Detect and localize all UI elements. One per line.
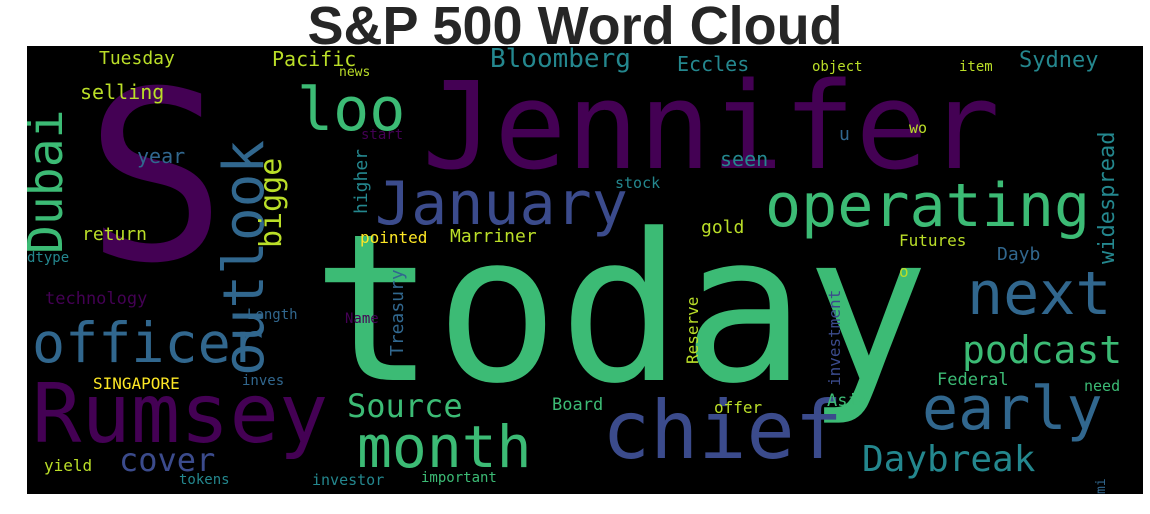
cloud-word: Treasury <box>387 269 408 356</box>
cloud-word: officer <box>32 311 264 375</box>
cloud-word: tokens <box>179 472 230 488</box>
cloud-word: start <box>361 127 404 143</box>
cloud-word: Tuesday <box>99 48 175 69</box>
cloud-word: investment <box>825 289 844 386</box>
cloud-word: operating <box>765 171 1091 241</box>
cloud-word: Pacific <box>272 47 357 71</box>
cloud-word: important <box>421 470 497 486</box>
cloud-word: loo <box>297 75 406 145</box>
cloud-word: Rumsey <box>32 367 329 462</box>
cloud-word: Sydney <box>1019 48 1099 73</box>
cloud-word: need <box>1084 377 1121 395</box>
cloud-word: bigge <box>254 157 289 248</box>
cloud-word: Daybreak <box>862 439 1036 480</box>
cloud-word: pointed <box>360 228 428 247</box>
cloud-word: early <box>922 374 1103 444</box>
cloud-word: Name <box>345 311 379 327</box>
cloud-word: yield <box>44 456 93 475</box>
cloud-word: Bloomberg <box>490 46 631 74</box>
cloud-word: SINGAPORE <box>93 374 180 393</box>
cloud-word: wo <box>909 119 928 137</box>
cloud-word: Length <box>247 307 298 323</box>
cloud-word: offer <box>714 398 763 417</box>
cloud-word: Marriner <box>450 226 537 247</box>
cloud-word: chief <box>602 384 843 477</box>
cloud-word: inves <box>242 373 285 389</box>
cloud-word: Board <box>552 395 604 415</box>
cloud-word: Asia <box>827 391 868 411</box>
cloud-word: Futures <box>899 231 967 250</box>
cloud-word: Federal <box>937 370 1009 390</box>
cloud-word: January <box>375 169 628 239</box>
cloud-word: mi <box>1094 478 1109 494</box>
cloud-word: o <box>899 262 909 281</box>
cloud-word: item <box>959 59 993 75</box>
cloud-word: seen <box>720 147 769 171</box>
cloud-word: stock <box>615 174 661 192</box>
cloud-word: podcast <box>962 328 1123 372</box>
cloud-word: selling <box>80 80 165 104</box>
cloud-word: Reserve <box>683 296 702 364</box>
cloud-word: Dubai <box>27 109 74 255</box>
cloud-word: investor <box>312 471 385 489</box>
cloud-word: Jennifer <box>422 58 1000 197</box>
cloud-word: next <box>967 259 1112 329</box>
cloud-word: dtype <box>27 250 70 266</box>
cloud-word: cover <box>119 441 216 479</box>
cloud-word: return <box>82 224 148 245</box>
cloud-word: today <box>312 191 930 429</box>
cloud-word: S <box>85 46 227 315</box>
cloud-word: month <box>357 413 532 481</box>
cloud-word: widespread <box>1095 131 1120 264</box>
cloud-word: Source <box>347 387 463 425</box>
cloud-word: Dayb <box>997 244 1041 265</box>
cloud-word: u <box>839 124 850 145</box>
cloud-word: gold <box>701 217 745 238</box>
cloud-word: higher <box>351 148 372 214</box>
cloud-word: news <box>339 65 371 80</box>
cloud-word: object <box>812 59 863 75</box>
cloud-word: year <box>137 144 186 168</box>
cloud-word: Eccles <box>677 52 750 76</box>
cloud-word: technology <box>45 289 148 309</box>
